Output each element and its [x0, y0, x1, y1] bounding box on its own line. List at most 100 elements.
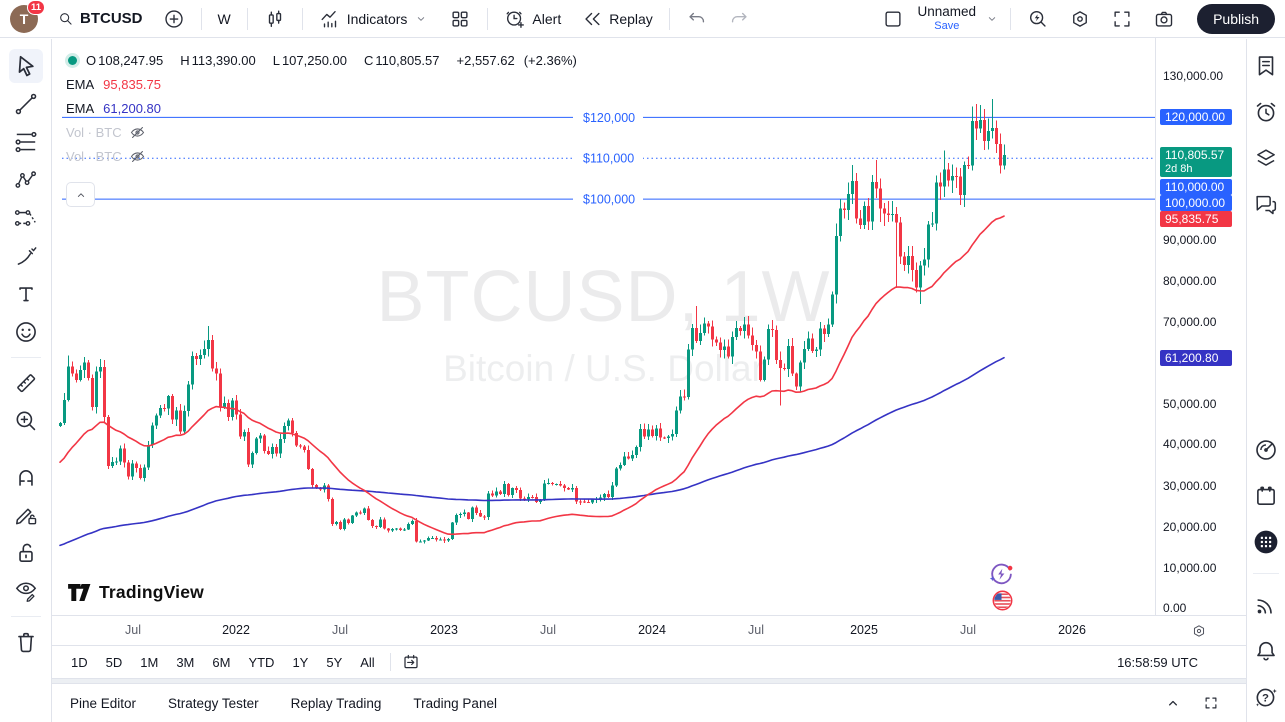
projection-tool[interactable] — [9, 201, 43, 235]
sidebar-apps-button[interactable] — [1251, 527, 1281, 557]
usd-flag-icon[interactable] — [991, 589, 1014, 612]
sidebar-object-tree-button[interactable] — [1251, 143, 1281, 173]
ema-legend-row[interactable]: EMA 95,835.75 — [66, 72, 579, 96]
text-tool[interactable] — [9, 277, 43, 311]
symbol-name: BTCUSD — [80, 10, 143, 27]
toolbar-divider — [668, 7, 670, 30]
range-buttons: 1D 5D 1M 3M 6M YTD 1Y 5Y All — [62, 652, 384, 673]
time-scale-label: Jul — [960, 623, 976, 637]
sidebar-ideas-button[interactable] — [1251, 435, 1281, 465]
redo-button[interactable] — [720, 4, 758, 34]
trend-line-tool[interactable] — [9, 87, 43, 121]
layout-button[interactable] — [874, 4, 912, 34]
volume-legend-row[interactable]: Vol · BTC — [66, 120, 579, 144]
low-value: 107,250.00 — [281, 52, 348, 68]
toolbar-divider — [487, 7, 489, 30]
ruler-icon — [13, 370, 39, 396]
indicator-templates-button[interactable] — [441, 4, 479, 34]
tab-trading-panel[interactable]: Trading Panel — [413, 695, 497, 711]
alert-label: Alert — [532, 10, 562, 27]
sidebar-chat-button[interactable] — [1251, 189, 1281, 219]
sidebar-alerts-button[interactable] — [1251, 97, 1281, 127]
fullscreen-icon — [1111, 8, 1133, 30]
sidebar-news-flow-button[interactable] — [1251, 590, 1281, 620]
ohlc-legend-row[interactable]: O 108,247.95 H 113,390.00 L 107,250.00 C 110… — [66, 48, 579, 72]
sidebar-help-button[interactable] — [1251, 682, 1281, 712]
price-scale[interactable]: 130,000.00 120,000.00 110,805.57 2d 8h 110,0… — [1155, 38, 1247, 615]
fib-retracement-tool[interactable] — [9, 125, 43, 159]
grid-templates-icon — [449, 8, 471, 30]
chart-pane[interactable]: BTCUSD, 1W Bitcoin / U.S. Dollar $120,00… — [52, 38, 1155, 615]
remove-objects-tool[interactable] — [9, 625, 43, 659]
range-1m-button[interactable]: 1M — [140, 654, 159, 670]
ema-legend-row[interactable]: EMA 61,200.80 — [66, 96, 579, 120]
legend-collapse-button[interactable] — [66, 182, 95, 207]
range-3m-button[interactable]: 3M — [176, 654, 195, 670]
range-1y-button[interactable]: 1Y — [292, 654, 309, 670]
magnet-tool[interactable] — [9, 460, 43, 494]
eye-off-icon[interactable] — [129, 124, 146, 141]
plus-circle-icon — [163, 8, 185, 30]
tab-pine-editor[interactable]: Pine Editor — [70, 695, 137, 711]
sidebar-calendar-button[interactable] — [1251, 481, 1281, 511]
panel-maximize-icon[interactable] — [1202, 694, 1220, 712]
indicator-name: EMA — [66, 76, 95, 92]
chart-style-button[interactable] — [256, 4, 294, 34]
brush-tool[interactable] — [9, 239, 43, 273]
lock-all-tool[interactable] — [9, 536, 43, 570]
price-level-badge: 110,000.00 — [1160, 179, 1232, 195]
drawing-lock-tool[interactable] — [9, 498, 43, 532]
save-layout-button[interactable]: Unnamed Save — [916, 4, 979, 32]
indicator-rows: EMA 95,835.75 EMA 61,200.80 Vol · BTC Vol · B… — [66, 72, 579, 168]
volume-legend-row[interactable]: Vol · BTC — [66, 144, 579, 168]
ruler-tool[interactable] — [9, 366, 43, 400]
toolbar-divider — [301, 7, 303, 30]
layout-menu-button[interactable] — [982, 4, 1002, 34]
eye-off-icon[interactable] — [129, 148, 146, 165]
ai-technicals-icon[interactable] — [988, 561, 1015, 588]
quick-search-button[interactable] — [1019, 4, 1057, 34]
publish-button[interactable]: Publish — [1197, 3, 1275, 34]
alert-button[interactable]: Alert — [496, 4, 569, 34]
replay-button[interactable]: Replay — [573, 4, 661, 34]
tradingview-logo[interactable]: TradingView — [67, 582, 204, 603]
time-scale-label: Jul — [540, 623, 556, 637]
range-6m-button[interactable]: 6M — [212, 654, 231, 670]
bottom-tabs-bar: Pine Editor Strategy Tester Replay Trading… — [52, 684, 1246, 722]
tab-replay-trading[interactable]: Replay Trading — [290, 695, 382, 711]
go-to-date-icon[interactable] — [401, 652, 421, 672]
price-chart-canvas[interactable]: $120,000 $110,000 $100,000 — [52, 38, 1155, 615]
tab-strategy-tester[interactable]: Strategy Tester — [168, 695, 259, 711]
panel-resize-handle[interactable] — [52, 678, 1246, 684]
range-1d-button[interactable]: 1D — [71, 654, 88, 670]
indicators-button[interactable]: Indicators — [311, 4, 438, 34]
range-ytd-button[interactable]: YTD — [248, 654, 275, 670]
symbol-search-button[interactable]: BTCUSD — [50, 4, 151, 34]
toolbar-divider — [389, 653, 391, 671]
panel-expand-chevron-icon[interactable] — [1164, 694, 1182, 712]
compare-symbol-button[interactable] — [155, 4, 193, 34]
emoji-tool[interactable] — [9, 315, 43, 349]
range-5y-button[interactable]: 5Y — [326, 654, 343, 670]
toolbar-divider — [10, 357, 41, 358]
settings-button[interactable] — [1061, 4, 1099, 34]
hide-drawings-tool[interactable] — [9, 574, 43, 608]
avatar[interactable]: T 11 — [10, 0, 45, 33]
xabcd-pattern-tool[interactable] — [9, 163, 43, 197]
sidebar-watchlist-button[interactable] — [1251, 51, 1281, 81]
zoom-in-tool[interactable] — [9, 404, 43, 438]
clock-utc[interactable]: 16:58:59 UTC — [1117, 654, 1198, 670]
cursor-tool[interactable] — [8, 49, 43, 83]
time-scale[interactable]: Jul 2022 Jul 2023 Jul 2024 Jul 2025 Jul 2026 — [52, 615, 1246, 646]
range-5d-button[interactable]: 5D — [105, 654, 123, 670]
right-sidebar — [1246, 39, 1285, 722]
alert-clock-icon — [504, 8, 526, 30]
interval-button[interactable]: W — [210, 4, 239, 34]
range-all-button[interactable]: All — [360, 654, 375, 670]
fullscreen-button[interactable] — [1103, 4, 1141, 34]
undo-button[interactable] — [678, 4, 716, 34]
screenshot-button[interactable] — [1145, 4, 1183, 34]
sidebar-notifications-button[interactable] — [1251, 636, 1281, 666]
help-icon — [1253, 684, 1279, 710]
scale-settings-gear-icon[interactable] — [1191, 623, 1207, 639]
